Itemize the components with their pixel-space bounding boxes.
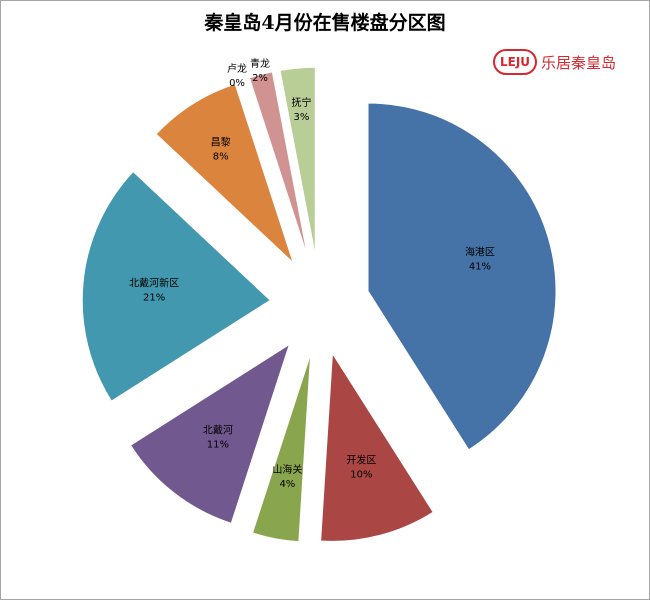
slice-percent-label: 41% [469,262,491,273]
slice-percent-label: 4% [279,479,295,490]
slice-percent-label: 0% [229,78,245,89]
slice-category-label: 海港区 [465,246,495,259]
pie-slice [367,102,557,451]
slice-percent-label: 2% [252,73,268,84]
slice-category-label: 北戴河 [203,424,233,437]
pie-slice [320,351,434,542]
slice-percent-label: 21% [143,292,165,303]
leju-logo: LEJU 乐居秦皇岛 [493,48,616,76]
slice-category-label: 卢龙 [227,62,247,75]
pie-slice [251,353,312,543]
slice-category-label: 昌黎 [211,135,231,148]
slice-category-label: 青龙 [250,57,270,70]
slice-percent-label: 3% [294,112,310,123]
slice-category-label: 山海关 [272,463,302,476]
slice-percent-label: 11% [207,440,229,451]
pie-slice [155,83,294,264]
slice-percent-label: 8% [213,151,229,162]
leju-logo-mark: LEJU [493,49,537,75]
pie-slice [129,343,291,524]
chart-title: 秦皇岛4月份在售楼盘分区图 [204,12,446,34]
slice-percent-label: 10% [350,469,372,480]
slice-category-label: 抚宁 [291,96,311,109]
pie-slice [81,170,272,402]
pie-slice [248,71,309,257]
pie-slice [279,66,316,256]
slice-category-label: 开发区 [346,453,376,466]
leju-logo-text: 乐居秦皇岛 [541,53,617,72]
slice-category-label: 北戴河新区 [129,276,179,289]
